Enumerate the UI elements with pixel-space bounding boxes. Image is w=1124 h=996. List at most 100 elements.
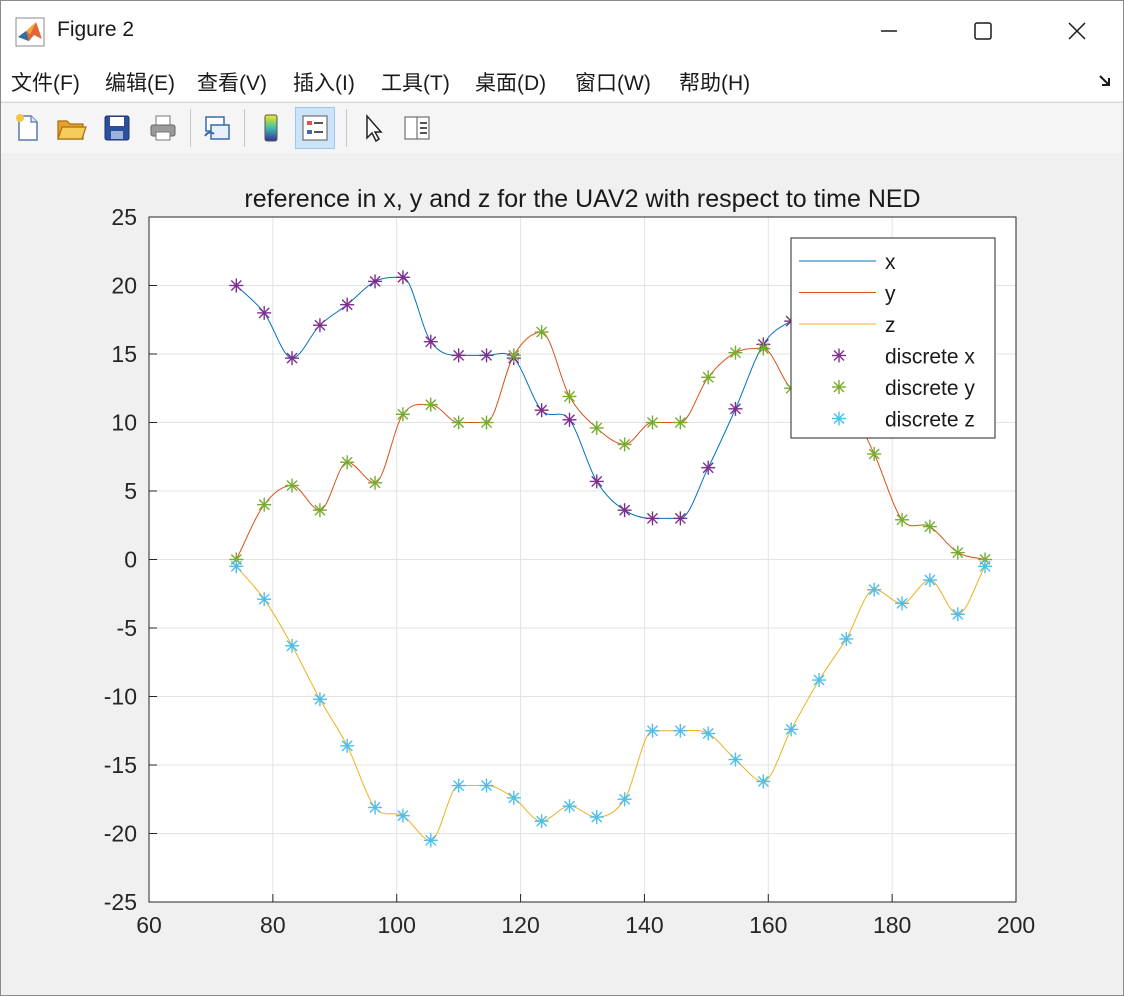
y-tick-label: 15 <box>111 341 137 367</box>
marker-discrete-z <box>506 790 521 805</box>
property-panel-icon <box>404 116 430 140</box>
marker-discrete-z <box>312 692 327 707</box>
legend-icon <box>302 115 328 141</box>
marker-discrete-x <box>479 348 494 363</box>
legend-swatch-marker <box>832 348 846 363</box>
legend-swatch-marker <box>832 411 846 426</box>
save-button[interactable] <box>97 107 137 149</box>
open-file-button[interactable] <box>51 107 91 149</box>
marker-discrete-z <box>285 638 300 653</box>
marker-discrete-z <box>784 722 799 737</box>
marker-discrete-y <box>562 389 577 404</box>
y-tick-label: -25 <box>104 889 137 915</box>
matlab-icon <box>15 17 45 47</box>
menu-desktop[interactable]: 桌面(D) <box>475 72 547 95</box>
marker-discrete-y <box>950 545 965 560</box>
marker-discrete-z <box>950 607 965 622</box>
y-tick-label: 25 <box>111 204 137 230</box>
figure-area: 60 80 100 120 140 160 180 200 25 20 15 10 5 0 -5 -10 -15… <box>1 153 1123 995</box>
property-inspector-button[interactable] <box>397 107 437 149</box>
close-button[interactable] <box>1031 1 1123 61</box>
marker-discrete-y <box>423 397 438 412</box>
marker-discrete-y <box>922 519 937 534</box>
link-plot-icon <box>204 116 230 140</box>
legend-label: discrete z <box>885 409 975 432</box>
menu-edit[interactable]: 编辑(E) <box>105 72 175 95</box>
marker-discrete-z <box>701 726 716 741</box>
close-icon <box>1068 22 1086 40</box>
link-plot-button[interactable] <box>197 107 237 149</box>
marker-discrete-y <box>506 348 521 363</box>
menu-view[interactable]: 查看(V) <box>197 72 267 95</box>
colorbar-icon <box>264 114 278 142</box>
minimize-button[interactable] <box>843 1 935 61</box>
menu-tools[interactable]: 工具(T) <box>381 72 450 95</box>
x-tick-label: 120 <box>501 912 539 938</box>
marker-discrete-z <box>257 592 272 607</box>
marker-discrete-x <box>701 460 716 475</box>
marker-discrete-x <box>451 348 466 363</box>
plot-chart[interactable]: 60 80 100 120 140 160 180 200 25 20 15 10 5 0 -5 -10 -15… <box>1 153 1123 995</box>
x-tick-label: 140 <box>625 912 663 938</box>
colorbar-button[interactable] <box>251 107 291 149</box>
marker-discrete-z <box>839 631 854 646</box>
marker-discrete-z <box>645 723 660 738</box>
dock-arrow-icon[interactable] <box>1097 73 1113 92</box>
marker-discrete-x <box>562 412 577 427</box>
title-bar: Figure 2 <box>1 1 1123 61</box>
marker-discrete-y <box>756 341 771 356</box>
marker-discrete-y <box>395 407 410 422</box>
marker-discrete-z <box>867 582 882 597</box>
menu-insert[interactable]: 插入(I) <box>293 72 355 95</box>
marker-discrete-z <box>673 723 688 738</box>
marker-discrete-z <box>728 752 743 767</box>
marker-discrete-x <box>229 278 244 293</box>
menu-window[interactable]: 窗口(W) <box>575 72 651 95</box>
legend-box <box>790 237 996 439</box>
menu-file[interactable]: 文件(F) <box>11 72 80 95</box>
y-tick-label: -5 <box>117 615 137 641</box>
marker-discrete-y <box>312 503 327 518</box>
menu-help[interactable]: 帮助(H) <box>679 72 751 95</box>
marker-discrete-y <box>340 455 355 470</box>
marker-discrete-x <box>617 503 632 518</box>
x-tick-label: 160 <box>749 912 787 938</box>
marker-discrete-x <box>368 274 383 289</box>
y-tick-label: 0 <box>124 547 137 573</box>
marker-discrete-x <box>673 511 688 526</box>
marker-discrete-x <box>312 318 327 333</box>
y-tick-label: 5 <box>124 478 137 504</box>
minimize-icon <box>881 30 897 32</box>
marker-discrete-z <box>534 814 549 829</box>
new-file-icon <box>16 114 38 141</box>
print-button[interactable] <box>143 107 183 149</box>
save-icon <box>104 115 130 141</box>
axis-ticks: 60 80 100 120 140 160 180 200 25 20 15 10 5 0 -5 -10 -15… <box>104 204 1035 938</box>
marker-discrete-x <box>340 297 355 312</box>
menu-bar: 文件(F) 编辑(E) 查看(V) 插入(I) 工具(T) 桌面(D) 窗口(W… <box>1 61 1123 101</box>
maximize-button[interactable] <box>937 1 1029 61</box>
legend-button[interactable] <box>295 107 335 149</box>
marker-discrete-z <box>479 778 494 793</box>
legend-label: y <box>885 283 896 306</box>
window-title: Figure 2 <box>57 18 135 41</box>
legend[interactable]: xyz discrete x discrete y discrete z <box>790 237 996 439</box>
legend-label: z <box>885 314 896 337</box>
marker-discrete-z <box>895 596 910 611</box>
marker-discrete-z <box>812 673 827 688</box>
marker-discrete-y <box>645 415 660 430</box>
marker-discrete-y <box>589 420 604 435</box>
marker-discrete-y <box>867 447 882 462</box>
marker-discrete-z <box>922 573 937 588</box>
toolbar-separator <box>190 109 191 147</box>
marker-discrete-y <box>534 325 549 340</box>
marker-discrete-y <box>479 415 494 430</box>
marker-discrete-y <box>673 415 688 430</box>
edit-plot-button[interactable] <box>353 107 393 149</box>
marker-discrete-y <box>285 478 300 493</box>
marker-discrete-x <box>257 305 272 320</box>
marker-discrete-x <box>589 474 604 489</box>
marker-discrete-z <box>395 808 410 823</box>
new-figure-button[interactable] <box>7 107 47 149</box>
